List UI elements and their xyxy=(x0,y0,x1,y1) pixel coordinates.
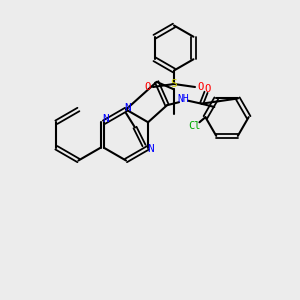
Text: N: N xyxy=(124,103,131,113)
Text: Cl: Cl xyxy=(188,121,201,131)
Text: O: O xyxy=(197,82,203,92)
Text: N: N xyxy=(148,144,154,154)
Text: S: S xyxy=(171,79,177,89)
Text: O: O xyxy=(145,82,151,92)
Text: NH: NH xyxy=(178,94,189,104)
Text: O: O xyxy=(204,84,211,94)
Text: N: N xyxy=(102,114,109,124)
